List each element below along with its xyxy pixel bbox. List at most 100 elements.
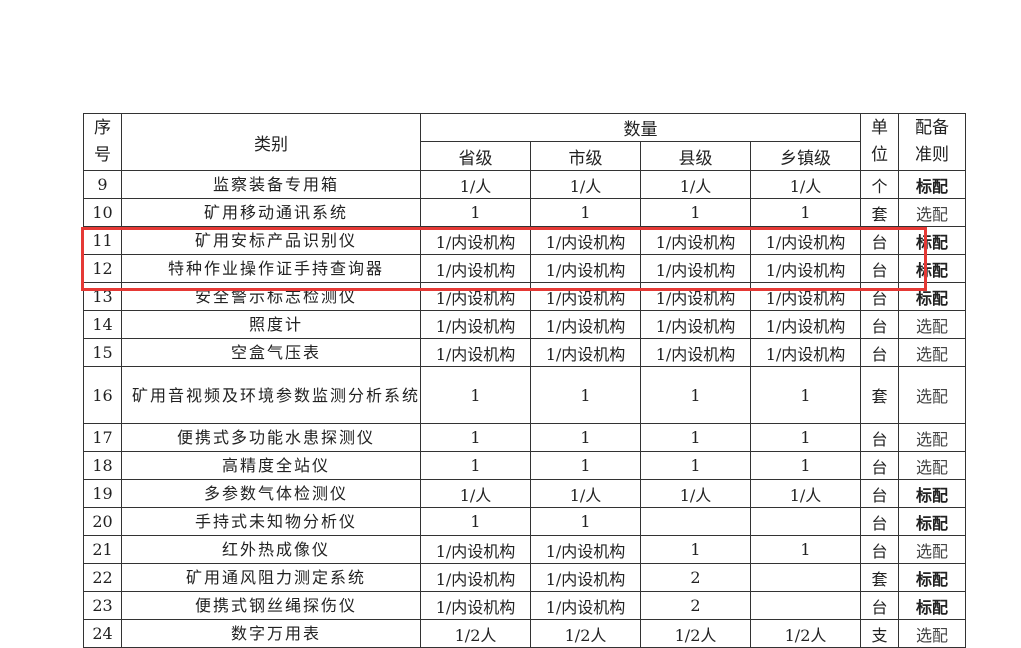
qty-county: 1 — [640, 198, 752, 227]
qty-province: 1/内设机构 — [420, 338, 532, 367]
table-row: 10 矿用移动通讯系统 1 1 1 1 套选配 — [83, 198, 967, 227]
qty-city: 1/内设机构 — [530, 254, 642, 283]
row-unit: 台 — [860, 226, 900, 255]
qty-county: 1 — [640, 423, 752, 452]
row-number: 16 — [83, 366, 122, 424]
row-number: 10 — [83, 198, 122, 227]
table-row: 11 矿用安标产品识别仪 1/内设机构 1/内设机构 1/内设机构 1/内设机构台标配 — [83, 226, 967, 255]
row-unit: 台 — [860, 338, 900, 367]
row-rule: 选配 — [898, 198, 967, 227]
qty-province: 1 — [420, 507, 532, 536]
qty-county: 1 — [640, 535, 752, 564]
row-number: 20 — [83, 507, 122, 536]
qty-township: 1 — [750, 366, 862, 424]
row-number: 22 — [83, 563, 122, 592]
row-category: 矿用通风阻力测定系统 — [120, 563, 422, 592]
table-row: 22 矿用通风阻力测定系统 1/内设机构 1/内设机构 2 套标配 — [83, 563, 967, 592]
row-rule: 标配 — [898, 507, 967, 536]
qty-township: 1 — [750, 451, 862, 480]
row-rule: 选配 — [898, 451, 967, 480]
qty-county: 1/内设机构 — [640, 310, 752, 339]
row-category: 便携式多功能水患探测仪 — [120, 423, 422, 452]
qty-township: 1/人 — [750, 170, 862, 199]
row-unit: 支 — [860, 619, 900, 648]
row-number: 11 — [83, 226, 122, 255]
row-category: 照度计 — [120, 310, 422, 339]
qty-province: 1/人 — [420, 170, 532, 199]
row-unit: 台 — [860, 535, 900, 564]
row-unit: 套 — [860, 198, 900, 227]
row-category: 便携式钢丝绳探伤仪 — [120, 591, 422, 620]
table-row: 14 照度计 1/内设机构 1/内设机构 1/内设机构 1/内设机构台选配 — [83, 310, 967, 339]
row-unit: 个 — [860, 170, 900, 199]
qty-township: 1/内设机构 — [750, 282, 862, 311]
row-rule: 标配 — [898, 170, 967, 199]
row-category: 数字万用表 — [120, 619, 422, 648]
row-rule: 选配 — [898, 366, 967, 424]
qty-city: 1/内设机构 — [530, 282, 642, 311]
row-number: 13 — [83, 282, 122, 311]
header-category: 类别 — [120, 113, 422, 171]
table-row: 24 数字万用表 1/2人 1/2人 1/2人 1/2人支选配 — [83, 619, 967, 648]
row-number: 9 — [83, 170, 122, 199]
row-number: 19 — [83, 479, 122, 508]
row-rule: 选配 — [898, 619, 967, 648]
qty-city: 1/人 — [530, 170, 642, 199]
row-rule: 选配 — [898, 338, 967, 367]
row-rule: 标配 — [898, 591, 967, 620]
table-row: 9 监察装备专用箱 1/人 1/人 1/人 1/人个标配 — [83, 170, 967, 199]
qty-township: 1/内设机构 — [750, 310, 862, 339]
qty-county: 2 — [640, 591, 752, 620]
qty-county: 1/内设机构 — [640, 338, 752, 367]
table-row: 13 安全警示标志检测仪 1/内设机构 1/内设机构 1/内设机构 1/内设机构台标配 — [83, 282, 967, 311]
row-number: 15 — [83, 338, 122, 367]
qty-county: 1/内设机构 — [640, 226, 752, 255]
header-rule: 配备准则 — [898, 113, 967, 171]
row-category: 高精度全站仪 — [120, 451, 422, 480]
row-category: 空盒气压表 — [120, 338, 422, 367]
qty-city: 1/内设机构 — [530, 563, 642, 592]
row-rule: 标配 — [898, 254, 967, 283]
qty-province: 1/内设机构 — [420, 535, 532, 564]
row-number: 17 — [83, 423, 122, 452]
row-number: 23 — [83, 591, 122, 620]
row-category: 特种作业操作证手持查询器 — [120, 254, 422, 283]
qty-city: 1/内设机构 — [530, 226, 642, 255]
row-category: 矿用移动通讯系统 — [120, 198, 422, 227]
qty-city: 1 — [530, 366, 642, 424]
qty-province: 1 — [420, 451, 532, 480]
qty-township: 1 — [750, 198, 862, 227]
qty-city: 1 — [530, 198, 642, 227]
table-row: 18 高精度全站仪 1 1 1 1 台选配 — [83, 451, 967, 480]
row-unit: 台 — [860, 310, 900, 339]
qty-province: 1 — [420, 423, 532, 452]
qty-province: 1/2人 — [420, 619, 532, 648]
row-category: 手持式未知物分析仪 — [120, 507, 422, 536]
qty-county: 1/内设机构 — [640, 254, 752, 283]
table-row: 16 矿用音视频及环境参数监测分析系统 1 1 1 1 套选配 — [83, 366, 967, 424]
qty-city: 1/内设机构 — [530, 310, 642, 339]
table-row: 20 手持式未知物分析仪 1 1 台标配 — [83, 507, 967, 536]
qty-province: 1/内设机构 — [420, 563, 532, 592]
qty-province: 1 — [420, 366, 532, 424]
qty-county: 1 — [640, 366, 752, 424]
qty-county — [640, 507, 752, 536]
qty-township: 1/内设机构 — [750, 226, 862, 255]
qty-township: 1 — [750, 423, 862, 452]
row-number: 18 — [83, 451, 122, 480]
qty-city: 1/人 — [530, 479, 642, 508]
header-township: 乡镇级 — [750, 141, 862, 171]
qty-county: 1/人 — [640, 479, 752, 508]
table-row: 17 便携式多功能水患探测仪 1 1 1 1 台选配 — [83, 423, 967, 452]
qty-province: 1/内设机构 — [420, 591, 532, 620]
row-unit: 台 — [860, 479, 900, 508]
qty-city: 1 — [530, 507, 642, 536]
row-category: 多参数气体检测仪 — [120, 479, 422, 508]
row-category: 红外热成像仪 — [120, 535, 422, 564]
qty-county: 1/人 — [640, 170, 752, 199]
qty-province: 1 — [420, 198, 532, 227]
qty-county: 1 — [640, 451, 752, 480]
row-number: 21 — [83, 535, 122, 564]
qty-city: 1 — [530, 423, 642, 452]
table-row: 23 便携式钢丝绳探伤仪 1/内设机构 1/内设机构 2 台标配 — [83, 591, 967, 620]
